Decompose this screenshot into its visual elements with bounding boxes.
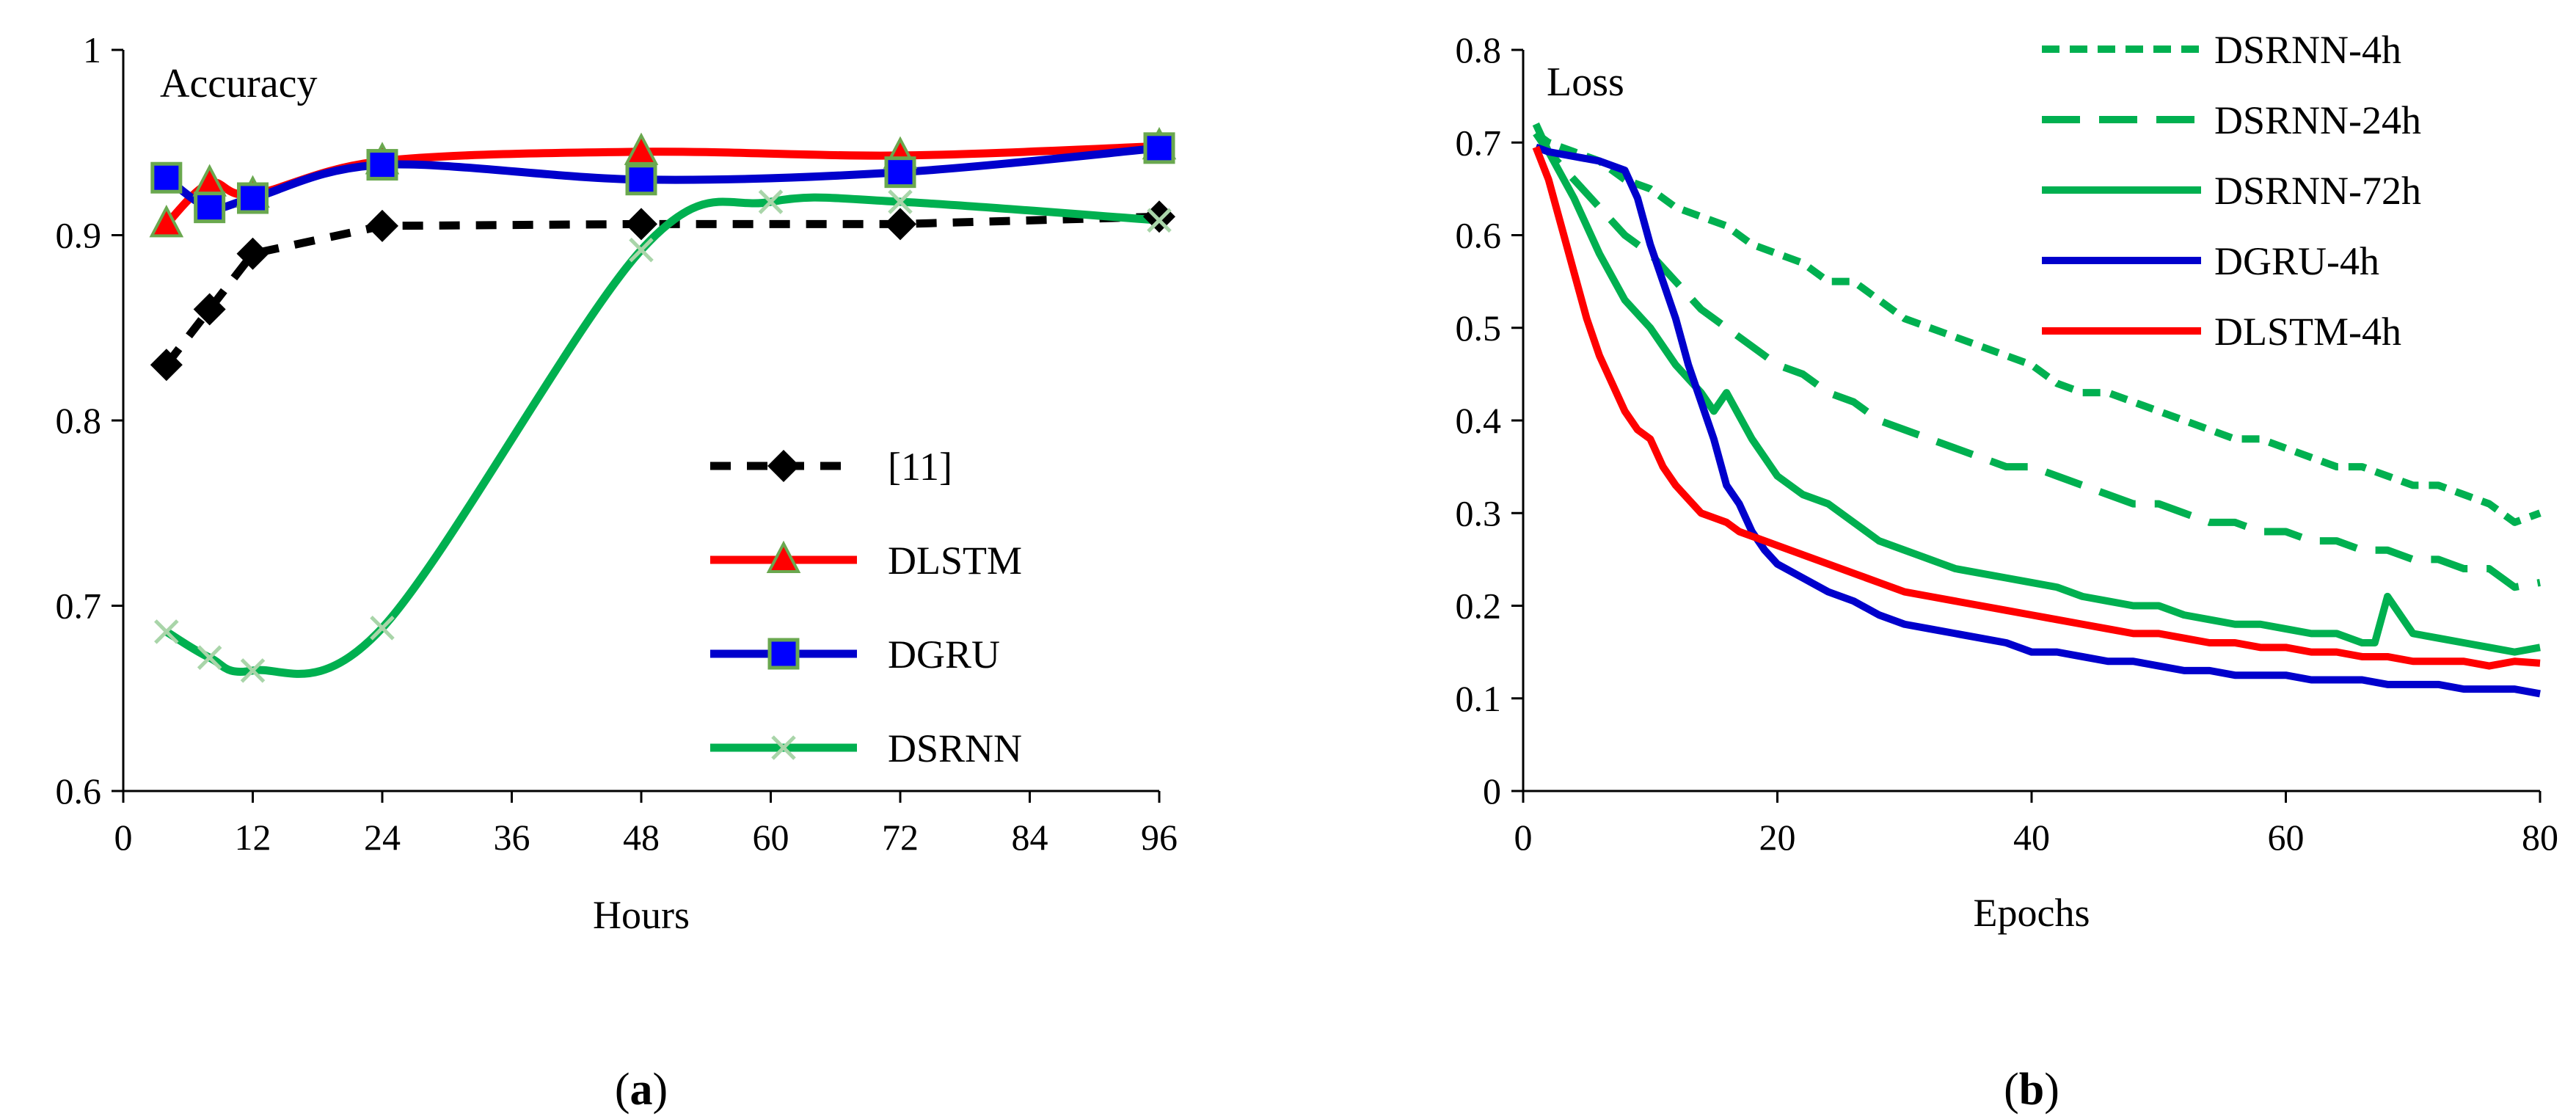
- data-point-11: [1143, 200, 1175, 233]
- data-point-11: [193, 293, 226, 326]
- panel-b-letter: b: [2019, 1065, 2044, 1115]
- data-point-dgru: [625, 164, 657, 196]
- series-line-dlstm-4h: [1532, 145, 2541, 670]
- series-line-dsrnn: [164, 193, 1160, 678]
- data-point-dsrnn: [758, 189, 784, 214]
- data-point-dlstm: [624, 132, 659, 165]
- data-point-dsrnn: [240, 658, 266, 683]
- series-line-dlstm: [163, 142, 1160, 227]
- legend-marker-dlstm: [766, 540, 801, 573]
- accuracy-markers-layer: [149, 127, 1177, 683]
- data-point-dsrnn: [154, 619, 179, 644]
- loss-y-tick-label: 0.6: [1456, 215, 1502, 256]
- loss-y-tick-label: 0.8: [1456, 29, 1502, 70]
- data-point-dgru: [366, 149, 398, 181]
- panel-a-letter: a: [630, 1065, 653, 1115]
- loss-x-tick-label: 80: [2522, 817, 2558, 858]
- loss-legend: DSRNN-4h DSRNN-24h DSRNN-72h DGRU-4h DLSTM-4…: [2042, 28, 2421, 354]
- accuracy-y-tick-label: 0.6: [56, 770, 102, 812]
- legend-label-dsrnn-4h: DSRNN-4h: [2214, 28, 2401, 72]
- accuracy-x-tick-label: 96: [1141, 817, 1178, 858]
- legend-label-dlstm-4h: DLSTM-4h: [2214, 310, 2401, 354]
- loss-x-tick-label: 40: [2013, 817, 2050, 858]
- legend-marker-dsrnn: [771, 735, 796, 760]
- loss-y-tick-label: 0.1: [1456, 678, 1502, 719]
- accuracy-y-tick-label: 0.8: [56, 400, 102, 441]
- panel-a-open-paren: (: [615, 1065, 630, 1115]
- legend-marker-dgru: [767, 638, 800, 670]
- legend-marker-11: [767, 450, 800, 482]
- accuracy-axes: 0.6 0.7 0.8 0.9 1 0 12 24 36 48 60 72 84 96: [56, 29, 1178, 858]
- accuracy-x-tick-label: 60: [753, 817, 789, 858]
- accuracy-x-tick-label: 72: [882, 817, 919, 858]
- accuracy-x-axis-label: Hours: [593, 893, 690, 937]
- accuracy-x-tick-label: 48: [623, 817, 660, 858]
- panel-b-open-paren: (: [2004, 1065, 2019, 1115]
- series-line-dgru: [164, 144, 1160, 213]
- data-point-dsrnn: [629, 237, 654, 263]
- panel-b-label: (b): [2004, 1065, 2059, 1115]
- accuracy-y-tick-label: 0.9: [56, 215, 102, 256]
- data-point-11: [366, 209, 398, 242]
- data-point-11: [884, 208, 916, 241]
- panel-a-close-paren: ): [653, 1065, 668, 1115]
- data-point-dgru: [1143, 132, 1175, 164]
- series-line-dgru-4h: [1534, 143, 2541, 698]
- data-point-dsrnn: [1147, 208, 1172, 233]
- loss-x-tick-label: 60: [2268, 817, 2305, 858]
- loss-y-tick-label: 0: [1483, 770, 1501, 812]
- loss-y-tick-label: 0.4: [1456, 400, 1502, 441]
- accuracy-x-tick-label: 12: [235, 817, 271, 858]
- data-point-dsrnn: [370, 616, 395, 641]
- accuracy-chart: 0.60.70.80.910 12 24 36 48 60 72 84 96 Accuracy …: [56, 29, 1178, 1115]
- loss-y-tick-label: 0.5: [1456, 307, 1502, 349]
- loss-y-tick-label: 0.3: [1456, 492, 1502, 533]
- legend-label-dlstm: DLSTM: [888, 539, 1022, 583]
- panel-b-close-paren: ): [2044, 1065, 2059, 1115]
- accuracy-series-layer: [163, 142, 1160, 678]
- data-point-dlstm: [149, 205, 184, 238]
- accuracy-legend: [11] DLSTM DGRU DSRNN: [710, 445, 1022, 770]
- series-line-dsrnn-24h: [1533, 131, 2541, 591]
- accuracy-y-tick-label: 0.7: [56, 586, 102, 627]
- data-point-11: [150, 349, 183, 382]
- loss-series-layer: [1532, 122, 2542, 698]
- data-point-dsrnn: [888, 189, 913, 214]
- accuracy-x-tick-label: 84: [1012, 817, 1048, 858]
- legend-label-dsrnn-24h: DSRNN-24h: [2214, 98, 2421, 142]
- data-point-11: [236, 237, 269, 270]
- loss-y-tick-label: 0.7: [1456, 122, 1502, 163]
- series-line-11: [163, 212, 1160, 368]
- loss-x-axis-label: Epochs: [1974, 891, 2090, 935]
- legend-label-dsrnn: DSRNN: [888, 726, 1022, 770]
- legend-label-dgru: DGRU: [888, 633, 1000, 677]
- data-point-dgru: [150, 161, 183, 194]
- loss-chart-title: Loss: [1547, 59, 1624, 105]
- loss-axes: 0 0.1 0.2 0.3 0.4 0.5 0.6 0.7 0.8 0 20 40 60 80: [1456, 29, 2559, 858]
- legend-label-dsrnn-72h: DSRNN-72h: [2214, 169, 2421, 213]
- loss-x-tick-label: 20: [1759, 817, 1796, 858]
- data-point-11: [625, 208, 657, 241]
- legend-label-dgru-4h: DGRU-4h: [2214, 239, 2379, 283]
- data-point-dsrnn: [197, 645, 222, 670]
- accuracy-x-tick-label: 24: [364, 817, 401, 858]
- accuracy-y-tick-label: 1: [83, 29, 101, 70]
- loss-y-tick-label: 0.2: [1456, 586, 1502, 627]
- accuracy-x-tick-label: 0: [114, 817, 133, 858]
- accuracy-x-tick-label: 36: [494, 817, 530, 858]
- data-point-dgru: [884, 156, 916, 189]
- data-point-dgru: [237, 182, 269, 214]
- legend-label-11: [11]: [888, 445, 952, 489]
- loss-x-tick-label: 0: [1514, 817, 1533, 858]
- loss-chart: 00.10.20.30.40.50.60.70.80 20 40 60 80 Loss …: [1456, 28, 2559, 1115]
- panel-a-label: (a): [615, 1065, 668, 1115]
- accuracy-chart-title: Accuracy: [160, 61, 318, 106]
- series-line-dsrnn-4h: [1533, 130, 2542, 526]
- data-point-dgru: [194, 192, 226, 224]
